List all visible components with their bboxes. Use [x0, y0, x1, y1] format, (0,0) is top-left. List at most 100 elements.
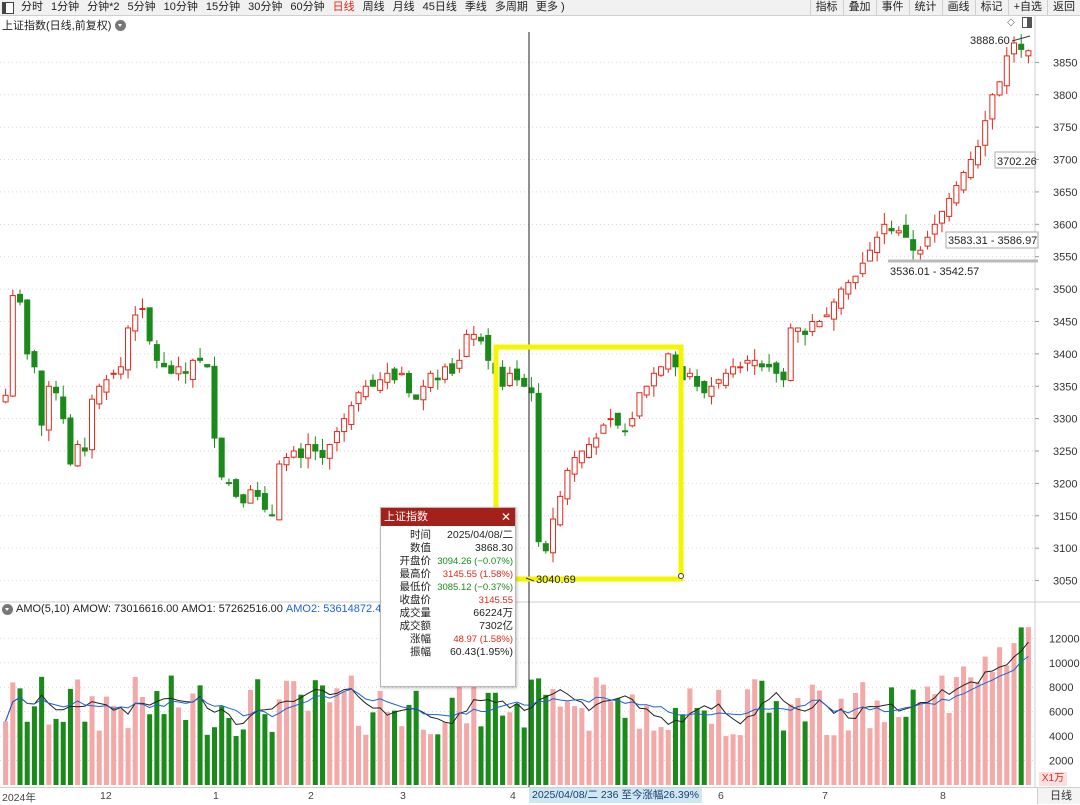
chevron-down-icon[interactable]: [115, 19, 127, 31]
period-tab[interactable]: 10分钟: [163, 1, 198, 13]
candle-body: [38, 370, 45, 426]
tool-button[interactable]: 画线: [941, 0, 975, 15]
volume-bar: [831, 735, 837, 785]
price-tick-label: 3150: [1053, 511, 1077, 523]
candle-body: [398, 372, 405, 376]
popup-row-value: 3094.26 (−0.07%): [437, 556, 513, 567]
candle-body: [513, 368, 521, 381]
period-label[interactable]: 日线: [1037, 788, 1080, 804]
period-tab[interactable]: 15分钟: [205, 1, 241, 13]
candle-body: [650, 372, 657, 387]
period-tab[interactable]: 更多 ): [535, 1, 565, 13]
volume-bar: [60, 721, 66, 785]
candle-body: [874, 236, 881, 253]
candle-body: [838, 288, 845, 309]
close-icon[interactable]: ✕: [500, 510, 511, 524]
volume-bar: [320, 685, 326, 785]
time-tick: 3: [400, 790, 406, 802]
diamond-icon[interactable]: ◇: [1007, 17, 1015, 28]
candle-body: [218, 437, 225, 478]
period-tab[interactable]: 30分钟: [248, 1, 283, 13]
time-tick: 2: [308, 790, 314, 802]
candle-body: [1003, 55, 1010, 87]
volume-bar: [636, 728, 642, 785]
price-grid: [0, 16, 1080, 787]
chart-title[interactable]: 上证指数(日线,前复权): [2, 17, 127, 33]
volume-tick-label: 10000: [1049, 658, 1080, 670]
volume-unit-label[interactable]: X1万: [1039, 772, 1067, 786]
period-tab[interactable]: 分时: [21, 1, 43, 13]
volume-bar: [125, 728, 131, 785]
volume-bar: [672, 707, 678, 785]
price-tick-label: 3300: [1053, 414, 1077, 426]
period-tab[interactable]: 季线: [464, 1, 487, 13]
volume-ma-line: [5, 656, 1029, 722]
volume-bar: [615, 698, 621, 785]
volume-bar: [867, 728, 873, 785]
chevron-down-icon[interactable]: [2, 603, 13, 615]
volume-bar: [89, 696, 95, 785]
candle-body: [319, 449, 326, 458]
candle-body: [888, 228, 895, 232]
period-tab[interactable]: 多周期: [494, 1, 528, 13]
candle-body: [384, 372, 391, 383]
tool-button[interactable]: 事件: [875, 0, 909, 15]
candle-body: [247, 489, 254, 504]
candle-body: [593, 437, 600, 448]
split-view-icon[interactable]: [1022, 17, 1032, 28]
tool-button[interactable]: 指标: [809, 0, 843, 15]
volume-bar: [1018, 627, 1024, 785]
price-tick-label: 3050: [1053, 576, 1077, 588]
annotation-label: 3536.01 - 3542.57: [890, 266, 979, 278]
period-tab[interactable]: 周线: [362, 1, 385, 13]
candle-body: [427, 372, 434, 388]
popup-row: 时间 2025/04/08/二: [381, 529, 515, 542]
candle-body: [499, 366, 506, 387]
candle-body: [326, 444, 333, 459]
volume-bar: [723, 736, 729, 785]
candle-body: [146, 307, 153, 342]
candle-body: [773, 362, 780, 374]
candle-body: [528, 387, 535, 394]
candle-body: [701, 381, 708, 394]
period-tab[interactable]: 60分钟: [290, 1, 325, 13]
volume-bar: [449, 697, 455, 785]
popup-row-value: 3868.30: [475, 542, 513, 554]
period-tab[interactable]: 分钟*2: [87, 1, 120, 13]
period-tab[interactable]: 1分钟: [51, 1, 80, 13]
candle-body: [974, 146, 982, 166]
menu-icon[interactable]: [2, 1, 14, 14]
volume-bar: [838, 698, 844, 785]
period-tabs: 分时 1分钟 分钟*2 5分钟 10分钟 15分钟 30分钟 60分钟 日线 周线 月线 45日线 季线…: [17, 0, 569, 15]
popup-row-key: 成交量: [399, 607, 432, 619]
popup-row: 开盘价 3094.26 (−0.07%): [381, 555, 515, 568]
volume-bar: [67, 688, 73, 785]
candle-body: [910, 239, 917, 251]
candle-body: [564, 469, 571, 500]
candle-body: [1010, 42, 1018, 55]
volume-bar: [327, 702, 333, 785]
tool-button[interactable]: 统计: [908, 0, 942, 15]
tool-button[interactable]: +自选: [1007, 0, 1047, 15]
period-tab[interactable]: 5分钟: [127, 1, 156, 13]
candle-body: [305, 444, 312, 459]
candle-body: [269, 514, 276, 517]
period-tab[interactable]: 月线: [392, 1, 415, 13]
popup-rows: 时间 2025/04/08/二 数值 3868.30 开盘价 3094.26 (−0.07…: [381, 526, 515, 659]
tool-button[interactable]: 标记: [974, 0, 1008, 15]
tool-button[interactable]: 返回: [1047, 0, 1080, 15]
volume-bar: [910, 689, 916, 785]
candle-body: [643, 385, 650, 396]
volume-bar: [269, 731, 275, 785]
volume-bar: [1004, 665, 1010, 785]
period-tab[interactable]: 日线: [332, 1, 355, 13]
candle-body: [16, 293, 24, 303]
tool-button[interactable]: 叠加: [842, 0, 876, 15]
period-tab[interactable]: 45日线: [422, 1, 457, 13]
volume-bar: [154, 691, 160, 785]
amo-indicator-header[interactable]: AMO(5,10) AMOW: 73016616.00 AMO1: 572625…: [2, 603, 381, 615]
popup-row-value: 2025/04/08/二: [447, 529, 513, 541]
volume-bar: [802, 721, 808, 785]
volume-bar: [975, 682, 981, 785]
